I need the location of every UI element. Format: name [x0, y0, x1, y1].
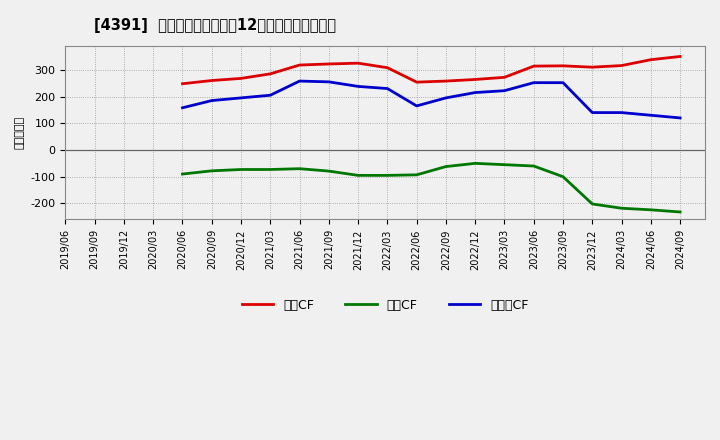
フリーCF: [588, 110, 597, 115]
営業CF: [325, 61, 333, 66]
投資CF: [207, 168, 216, 173]
営業CF: [237, 76, 246, 81]
フリーCF: [529, 80, 538, 85]
Text: [4391]  キャッシュフローの12か月移動合計の推移: [4391] キャッシュフローの12か月移動合計の推移: [94, 18, 336, 33]
営業CF: [676, 54, 685, 59]
営業CF: [617, 63, 626, 68]
営業CF: [529, 63, 538, 69]
Legend: 営業CF, 投資CF, フリーCF: 営業CF, 投資CF, フリーCF: [242, 299, 528, 312]
Line: 投資CF: 投資CF: [182, 163, 680, 212]
営業CF: [500, 75, 509, 80]
投資CF: [500, 162, 509, 167]
投資CF: [559, 174, 567, 180]
営業CF: [441, 78, 450, 84]
営業CF: [413, 80, 421, 85]
投資CF: [588, 202, 597, 207]
営業CF: [471, 77, 480, 82]
営業CF: [559, 63, 567, 69]
フリーCF: [413, 103, 421, 109]
投資CF: [325, 169, 333, 174]
フリーCF: [559, 80, 567, 85]
投資CF: [354, 173, 362, 178]
フリーCF: [383, 86, 392, 91]
営業CF: [647, 57, 655, 62]
Line: 営業CF: 営業CF: [182, 56, 680, 84]
営業CF: [383, 65, 392, 70]
フリーCF: [617, 110, 626, 115]
フリーCF: [266, 92, 274, 98]
投資CF: [647, 207, 655, 213]
投資CF: [471, 161, 480, 166]
営業CF: [207, 78, 216, 83]
投資CF: [413, 172, 421, 177]
投資CF: [266, 167, 274, 172]
フリーCF: [207, 98, 216, 103]
Y-axis label: （百万円）: （百万円）: [15, 116, 25, 149]
フリーCF: [647, 113, 655, 118]
投資CF: [237, 167, 246, 172]
営業CF: [588, 65, 597, 70]
フリーCF: [295, 78, 304, 84]
Line: フリーCF: フリーCF: [182, 81, 680, 118]
営業CF: [178, 81, 186, 86]
フリーCF: [500, 88, 509, 93]
投資CF: [529, 163, 538, 169]
営業CF: [354, 61, 362, 66]
営業CF: [266, 71, 274, 77]
フリーCF: [471, 90, 480, 95]
投資CF: [617, 205, 626, 211]
フリーCF: [441, 95, 450, 100]
投資CF: [178, 172, 186, 177]
フリーCF: [178, 105, 186, 110]
投資CF: [383, 173, 392, 178]
投資CF: [676, 209, 685, 215]
フリーCF: [354, 84, 362, 89]
フリーCF: [325, 79, 333, 84]
投資CF: [441, 164, 450, 169]
フリーCF: [676, 115, 685, 121]
営業CF: [295, 62, 304, 68]
投資CF: [295, 166, 304, 171]
フリーCF: [237, 95, 246, 100]
